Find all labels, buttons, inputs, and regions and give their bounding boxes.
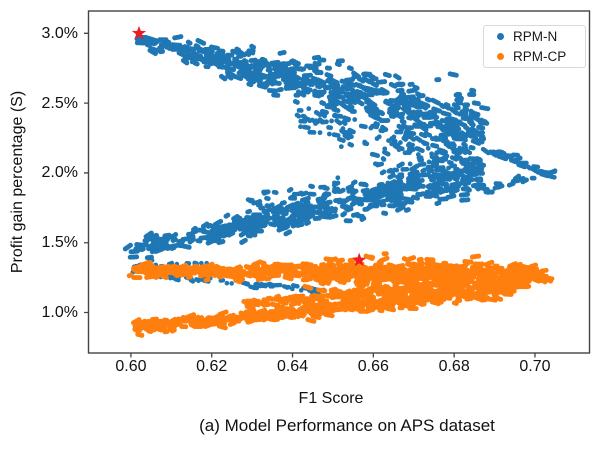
legend-dot-rpm-cp-icon — [497, 53, 504, 60]
x-tick-label: 0.68 — [438, 358, 470, 375]
figure-caption: (a) Model Performance on APS dataset — [199, 416, 495, 435]
legend-dot-rpm-n-icon — [497, 33, 504, 40]
y-tick-label: 2.0% — [41, 164, 78, 182]
y-tick-label: 3.0% — [41, 24, 78, 42]
x-tick-label: 0.64 — [276, 358, 309, 375]
legend: RPM-N RPM-CP — [483, 25, 586, 68]
legend-label-rpm-n: RPM-N — [513, 28, 558, 44]
y-tick-label: 2.5% — [41, 94, 78, 112]
x-axis-label: F1 Score — [298, 390, 364, 407]
y-tick-label: 1.0% — [41, 304, 78, 322]
x-tick-label: 0.66 — [357, 358, 389, 375]
x-tick-label: 0.70 — [519, 358, 551, 375]
legend-item-rpm-n: RPM-N — [484, 28, 585, 46]
y-tick-label: 1.5% — [41, 234, 78, 252]
legend-item-rpm-cp: RPM-CP — [484, 48, 585, 66]
legend-label-rpm-cp: RPM-CP — [513, 48, 567, 64]
x-tick-label: 0.60 — [115, 358, 147, 375]
x-tick-label: 0.62 — [196, 358, 228, 375]
